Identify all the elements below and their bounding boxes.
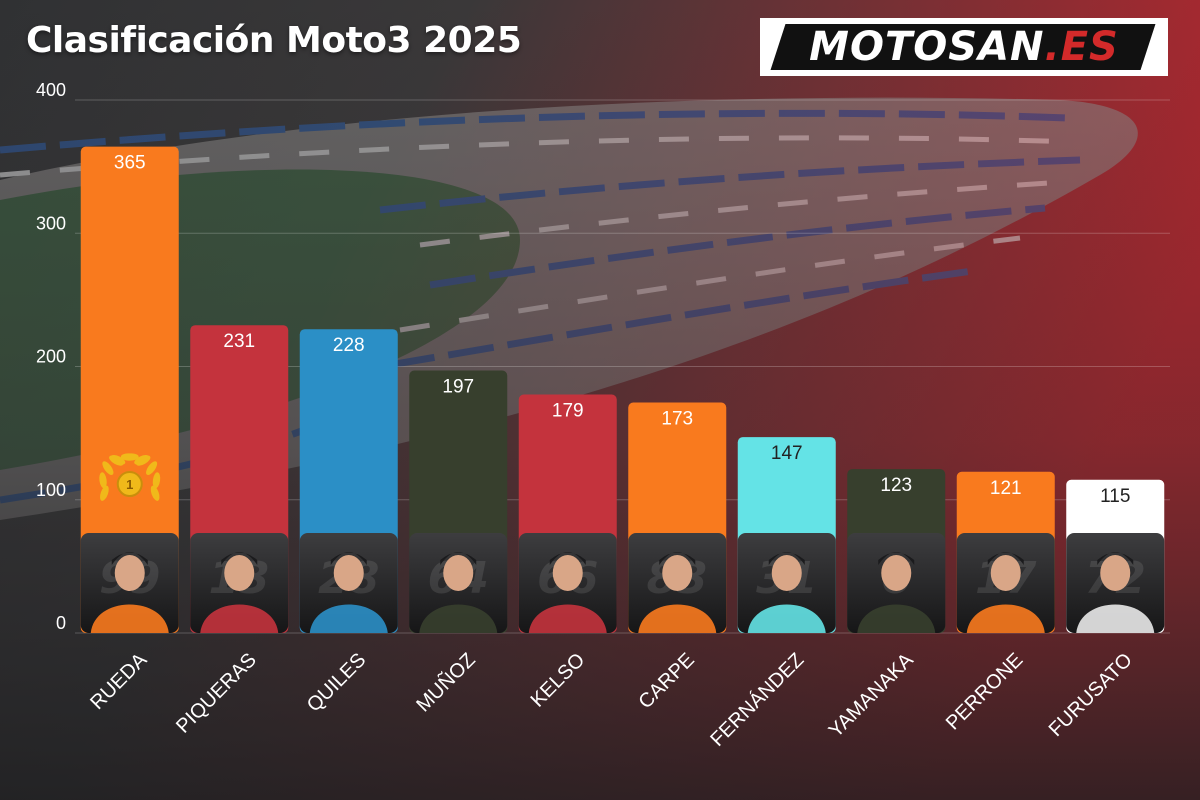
logo-text: MOTOSAN .ES [760,18,1168,76]
rider-portrait: 72 [1066,533,1165,633]
rider-jacket-icon [419,604,498,633]
chart-title: Clasificación Moto3 2025 [26,20,522,61]
rider-face-icon [552,555,583,591]
y-axis: 0 100 200 300 400 [36,80,66,633]
value-label: 228 [333,335,365,356]
rider-portrait: 6 [847,533,946,633]
rider-jacket-icon [638,604,717,633]
rider-face-icon [771,555,802,591]
rider-face-icon [333,555,364,591]
rider-portrait: 13 [190,533,289,633]
value-label: 173 [661,408,693,429]
rider-face-icon [114,555,145,591]
laurel-medal-icon: 1 [99,453,161,501]
y-tick-label: 200 [36,347,66,367]
value-label: 115 [1100,486,1130,507]
rider-face-icon [1100,555,1131,591]
medal-number: 1 [126,477,133,492]
rider-face-icon [662,555,693,591]
logo-text-main: MOTOSAN [809,24,1045,70]
rider-face-icon [224,555,255,591]
rider-face-icon [990,555,1021,591]
rider-portrait: 31 [737,533,836,633]
y-tick-label: 400 [36,80,66,100]
rider-portrait: 83 [628,533,727,633]
rider-jacket-icon [966,604,1045,633]
y-tick-label: 300 [36,213,66,233]
rider-portrait: 17 [956,533,1055,633]
value-label: 121 [990,478,1022,499]
bar [80,146,179,633]
medal-disc [116,471,143,497]
rider-portraits: 9913286466833161772 [80,533,1165,633]
rider-jacket-icon [200,604,279,633]
rider-portrait: 99 [80,533,179,633]
y-tick-label: 0 [56,613,66,633]
rider-cap-icon [659,552,696,565]
value-labels: 365 231 228 197 179 173 147 123 121 115 [114,153,1131,507]
value-label: 231 [223,331,255,352]
value-label: 147 [771,443,803,464]
rider-jacket-icon [857,604,936,633]
value-label: 197 [442,376,474,397]
rider-cap-icon [221,552,258,565]
rider-cap-icon [987,552,1024,565]
rider-face-icon [443,555,474,591]
rider-portrait: 66 [518,533,617,633]
logo-text-accent: .ES [1044,24,1119,70]
y-tick-label: 100 [36,480,66,500]
value-label: 365 [114,153,146,174]
rider-jacket-icon [1076,604,1155,633]
rider-jacket-icon [747,604,826,633]
rider-jacket-icon [90,604,169,633]
value-label: 179 [552,400,584,421]
rider-cap-icon [111,552,148,565]
rider-face-icon [881,555,912,591]
laurel-right [109,453,161,501]
rider-jacket-icon [309,604,388,633]
rider-cap-icon [440,552,477,565]
rider-portrait: 64 [409,533,508,633]
rider-jacket-icon [528,604,607,633]
rider-cap-icon [549,552,586,565]
rider-portrait: 28 [299,533,398,633]
rider-cap-icon [878,552,915,565]
rider-cap-icon [330,552,367,565]
value-label: 123 [880,475,912,496]
motosan-logo[interactable]: MOTOSAN .ES [760,18,1168,76]
rider-cap-icon [768,552,805,565]
rider-cap-icon [1097,552,1134,565]
